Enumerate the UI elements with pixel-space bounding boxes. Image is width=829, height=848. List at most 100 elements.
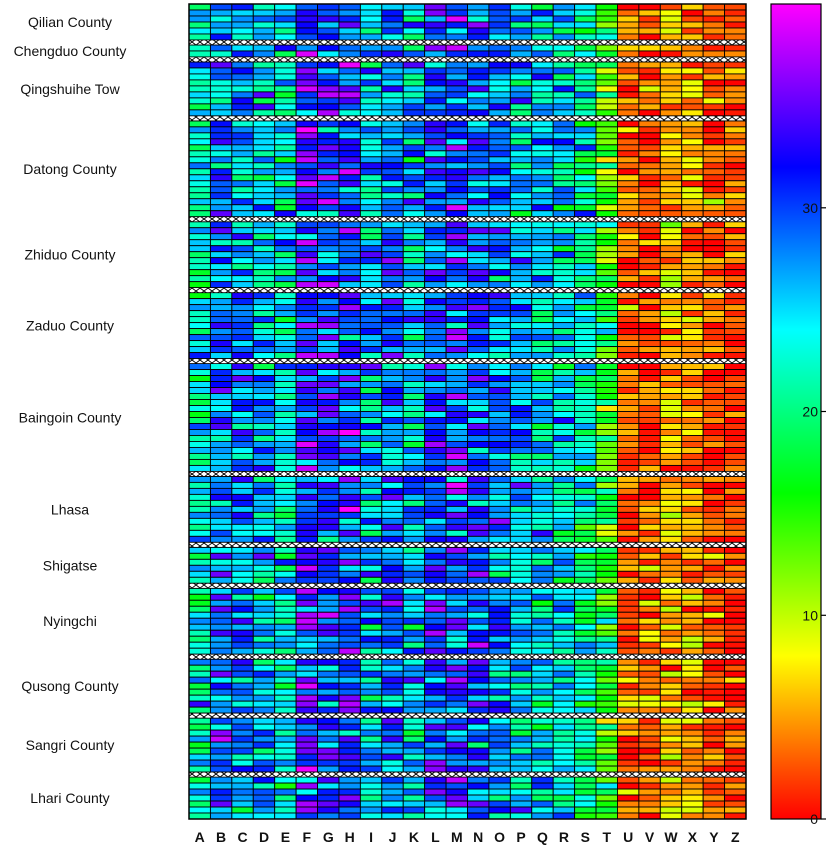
- heatmap-cell-g-6-2: [317, 298, 340, 306]
- heatmap-cell-y-7-15: [702, 447, 726, 454]
- heatmap-cell-u-5-5: [617, 245, 640, 253]
- heatmap-cell-l-12-9: [424, 765, 447, 773]
- heatmap-cell-f-8-9: [295, 523, 318, 531]
- heatmap-cell-r-3-9: [552, 109, 576, 117]
- heatmap-cell-t-12-3: [595, 729, 618, 737]
- heatmap-cell-z-6-4: [724, 310, 747, 318]
- heatmap-cell-z-7-18: [724, 464, 747, 472]
- heatmap-cell-c-11-5: [231, 682, 254, 690]
- heatmap-cell-j-7-15: [381, 447, 404, 454]
- heatmap-cell-x-8-6: [681, 505, 704, 513]
- heatmap-cell-h-5-5: [338, 245, 361, 253]
- heatmap-cell-y-9-2: [702, 552, 726, 560]
- heatmap-cell-j-4-3: [381, 132, 404, 140]
- heatmap-cell-h-3-4: [338, 79, 361, 87]
- column-label-h: H: [345, 829, 355, 845]
- heatmap-cell-j-9-6: [381, 576, 404, 584]
- heatmap-cell-w-8-7: [659, 511, 683, 519]
- heatmap-cell-k-3-3: [402, 73, 426, 81]
- heatmap-cell-i-8-2: [359, 481, 383, 489]
- heatmap-cell-f-1-4: [295, 21, 318, 29]
- heatmap-cell-q-10-6: [531, 617, 554, 625]
- heatmap-cell-m-8-7: [445, 511, 468, 519]
- heatmap-cell-d-10-3: [252, 599, 276, 607]
- heatmap-cell-i-8-6: [359, 505, 383, 513]
- heatmap-cell-q-1-5: [531, 27, 554, 35]
- heatmap-cell-n-4-2: [467, 126, 490, 134]
- heatmap-cell-k-10-5: [402, 611, 426, 619]
- heatmap-cell-i-11-7: [359, 694, 383, 702]
- heatmap-cell-d-10-2: [252, 593, 276, 601]
- heatmap-cell-x-4-2: [681, 126, 704, 134]
- heatmap-cell-x-10-1: [681, 587, 704, 595]
- heatmap-cell-t-10-8: [595, 629, 618, 637]
- heatmap-cell-o-11-4: [488, 676, 511, 684]
- heatmap-cell-d-4-11: [252, 180, 276, 188]
- heatmap-cell-r-7-1: [552, 363, 576, 370]
- heatmap-cell-x-12-1: [681, 717, 704, 725]
- heatmap-cell-t-7-10: [595, 417, 618, 424]
- heatmap-cell-b-5-4: [209, 239, 233, 247]
- heatmap-cell-g-7-7: [317, 399, 340, 406]
- heatmap-cell-r-7-12: [552, 429, 576, 436]
- heatmap-cell-q-8-4: [531, 493, 554, 501]
- heatmap-cell-h-7-17: [338, 458, 361, 466]
- heatmap-cell-t-13-2: [595, 782, 618, 790]
- heatmap-cell-x-10-11: [681, 647, 704, 655]
- heatmap-cell-l-7-14: [424, 441, 447, 448]
- heatmap-cell-w-6-7: [659, 328, 683, 336]
- heatmap-cell-d-5-9: [252, 269, 276, 277]
- heatmap-cell-d-9-4: [252, 564, 276, 572]
- heatmap-cell-z-13-2: [724, 782, 747, 790]
- heatmap-cell-a-4-1: [188, 120, 211, 128]
- heatmap-cell-a-5-3: [188, 233, 211, 241]
- heatmap-cell-j-6-4: [381, 310, 404, 318]
- heatmap-cell-q-12-3: [531, 729, 554, 737]
- heatmap-cell-b-6-10: [209, 346, 233, 354]
- heatmap-cell-g-10-9: [317, 635, 340, 643]
- heatmap-cell-p-7-4: [509, 381, 533, 388]
- heatmap-cell-y-9-4: [702, 564, 726, 572]
- heatmap-cell-f-5-1: [295, 221, 318, 229]
- heatmap-cell-g-8-7: [317, 511, 340, 519]
- heatmap-cell-o-4-13: [488, 192, 511, 200]
- heatmap-cell-m-13-4: [445, 794, 468, 802]
- heatmap-cell-u-4-10: [617, 174, 640, 182]
- heatmap-cell-v-3-3: [638, 73, 661, 81]
- heatmap-cell-v-12-5: [638, 741, 661, 749]
- heatmap-cell-q-9-5: [531, 570, 554, 578]
- heatmap-cell-x-9-5: [681, 570, 704, 578]
- heatmap-cell-j-6-8: [381, 334, 404, 342]
- heatmap-cell-m-7-16: [445, 452, 468, 460]
- heatmap-cell-h-13-7: [338, 812, 361, 820]
- heatmap-cell-c-6-1: [231, 292, 254, 300]
- heatmap-cell-e-9-1: [274, 546, 297, 554]
- heatmap-cell-b-5-11: [209, 281, 233, 289]
- heatmap-cell-n-10-6: [467, 617, 490, 625]
- heatmap-cell-u-6-2: [617, 298, 640, 306]
- heatmap-cell-v-5-5: [638, 245, 661, 253]
- heatmap-cell-m-3-7: [445, 97, 468, 105]
- heatmap-cell-i-7-4: [359, 381, 383, 388]
- heatmap-cell-f-11-6: [295, 688, 318, 696]
- heatmap-cell-x-8-10: [681, 529, 704, 537]
- heatmap-cell-i-3-6: [359, 91, 383, 99]
- heatmap-cell-v-8-6: [638, 505, 661, 513]
- heatmap-cell-f-4-15: [295, 204, 318, 212]
- heatmap-cell-k-7-14: [402, 441, 426, 448]
- heatmap-cell-j-7-2: [381, 369, 404, 376]
- heatmap-cell-v-4-5: [638, 144, 661, 152]
- heatmap-cell-j-5-8: [381, 263, 404, 271]
- heatmap-cell-o-7-6: [488, 393, 511, 400]
- heatmap-cell-e-3-6: [274, 91, 297, 99]
- heatmap-cell-x-3-6: [681, 91, 704, 99]
- heatmap-cell-k-2-1: [402, 44, 426, 52]
- heatmap-cell-y-6-11: [702, 352, 726, 360]
- heatmap-cell-i-4-16: [359, 210, 383, 218]
- heatmap-cell-o-4-15: [488, 204, 511, 212]
- heatmap-cell-q-7-14: [531, 441, 554, 448]
- heatmap-cell-z-11-4: [724, 676, 747, 684]
- heatmap-cell-a-4-3: [188, 132, 211, 140]
- heatmap-cell-a-10-7: [188, 623, 211, 631]
- heatmap-cell-w-3-6: [659, 91, 683, 99]
